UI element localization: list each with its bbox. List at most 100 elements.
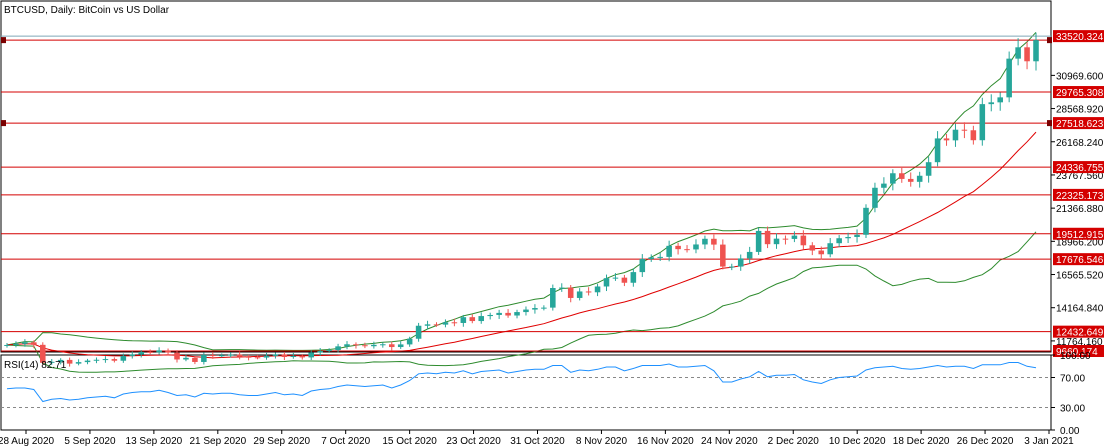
- candle-body: [961, 129, 968, 131]
- candle-body: [13, 343, 19, 345]
- candle-body: [156, 350, 162, 353]
- rsi-line: [6, 362, 1037, 403]
- candle-body: [218, 355, 225, 357]
- candle-body: [22, 342, 28, 344]
- candle-body: [380, 344, 386, 346]
- candle-body: [505, 312, 511, 316]
- candle-body: [138, 351, 144, 355]
- support-resistance-levels: [1, 35, 1052, 352]
- rsi-tick-label: 0.00: [1060, 426, 1080, 437]
- candle-body: [406, 338, 413, 345]
- lower-band-line: [6, 231, 1037, 373]
- candle-body: [827, 243, 833, 255]
- candle-body: [755, 230, 762, 252]
- candle-body: [541, 307, 547, 309]
- candle-body: [576, 291, 583, 298]
- level-price-label: 19512.915: [1056, 230, 1104, 241]
- candle-body: [881, 183, 887, 188]
- candle-body: [317, 351, 323, 353]
- candle-body: [111, 359, 118, 361]
- candle-body: [57, 359, 64, 362]
- y-tick-label: 23767.560: [1056, 171, 1104, 182]
- candle-body: [800, 235, 807, 246]
- candle-body: [872, 187, 878, 208]
- candle-body: [737, 258, 744, 267]
- x-tick-label: 5 Sep 2020: [64, 436, 116, 447]
- candle-body: [934, 138, 941, 163]
- x-tick-label: 26 Dec 2020: [957, 436, 1014, 447]
- candle-body: [782, 238, 789, 240]
- candle-body: [487, 314, 493, 317]
- x-tick-label: 8 Nov 2020: [576, 436, 628, 447]
- candle-body: [388, 344, 395, 348]
- candle-body: [899, 173, 905, 179]
- candle-body: [165, 350, 171, 353]
- candle-body: [362, 345, 368, 347]
- candle-body: [684, 249, 690, 251]
- y-tick-label: 11764.160: [1056, 337, 1103, 348]
- x-tick-label: 15 Oct 2020: [382, 436, 437, 447]
- candle-body: [245, 356, 252, 358]
- candle-body: [451, 322, 458, 324]
- level-anchor-right: [1047, 120, 1052, 127]
- candle-body: [4, 344, 10, 346]
- level-price-tag: [1053, 253, 1104, 266]
- level-anchor-right: [1047, 37, 1052, 44]
- candle-body: [809, 245, 816, 251]
- candle-body: [594, 286, 601, 293]
- level-price-label: 29765.308: [1056, 88, 1104, 99]
- candle-body: [773, 238, 780, 245]
- x-tick-label: 10 Dec 2020: [829, 436, 886, 447]
- level-price-label: 17676.546: [1056, 255, 1104, 266]
- candle-body: [585, 291, 592, 293]
- price-panel-frame: [0, 0, 1052, 353]
- level-price-label: 24336.755: [1056, 163, 1104, 174]
- level-price-tag: [1053, 325, 1104, 338]
- candle-body: [550, 288, 556, 308]
- candle-body: [353, 344, 359, 346]
- candle-body: [326, 350, 332, 352]
- rsi-tick-label: 70.00: [1060, 374, 1085, 385]
- candle-body: [657, 256, 663, 258]
- candle-body: [648, 257, 655, 259]
- candle-body: [174, 352, 180, 360]
- candle-body: [102, 359, 109, 361]
- y-tick-label: 18966.200: [1056, 237, 1104, 248]
- level-price-tag: [1053, 117, 1104, 130]
- panel-frames: [0, 0, 1052, 431]
- candle-body: [227, 354, 234, 356]
- x-tick-label: 24 Nov 2020: [701, 436, 758, 447]
- rsi-label: RSI(14) 82.71: [4, 360, 67, 371]
- x-tick-label: 31 Oct 2020: [510, 436, 565, 447]
- candle-body: [263, 355, 270, 358]
- x-tick-label: 18 Dec 2020: [893, 436, 950, 447]
- level-price-label: 12432.649: [1056, 328, 1104, 339]
- candlestick-series: [4, 32, 1039, 367]
- candle-body: [558, 287, 565, 289]
- candle-body: [702, 238, 708, 245]
- candle-body: [836, 238, 842, 244]
- bollinger-bands: [6, 31, 1037, 373]
- candle-body: [496, 312, 502, 315]
- rsi-panel-frame: [0, 354, 1052, 431]
- y-tick-label: 30969.600: [1056, 71, 1104, 82]
- candle-body: [532, 308, 538, 310]
- candle-body: [120, 355, 127, 361]
- candle-body: [31, 342, 37, 345]
- chart-title: BTCUSD, Daily: BitCoin vs US Dollar: [4, 5, 170, 16]
- candle-body: [746, 251, 753, 259]
- candle-body: [693, 244, 699, 250]
- level-price-label: 33520.324: [1056, 32, 1104, 43]
- candle-body: [272, 354, 279, 356]
- candle-body: [916, 175, 923, 182]
- candle-body: [254, 357, 261, 359]
- candle-body: [183, 357, 189, 360]
- candle-body: [630, 272, 637, 283]
- x-tick-label: 7 Oct 2020: [321, 436, 370, 447]
- candle-body: [523, 309, 529, 313]
- candle-body: [371, 344, 377, 347]
- level-price-label: 27518.623: [1056, 119, 1104, 130]
- candle-body: [478, 316, 485, 322]
- candle-body: [720, 244, 726, 267]
